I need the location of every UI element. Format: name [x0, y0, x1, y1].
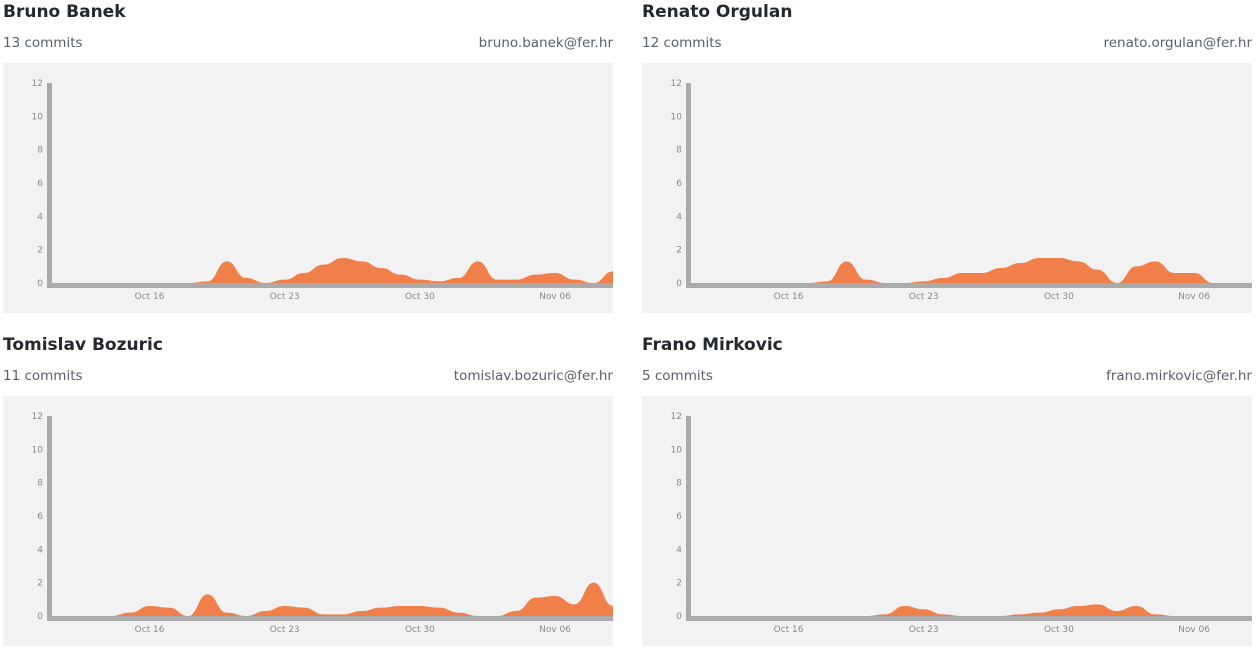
y-tick-label: 0: [37, 279, 43, 289]
y-axis: [686, 416, 691, 621]
x-tick-label: Oct 30: [1044, 625, 1074, 635]
x-tick-label: Oct 16: [135, 292, 165, 302]
commit-activity-chart: 0 2 4 6 8 10 12 Oct 16 Oct 23 Oct 30 Nov 06: [642, 396, 1252, 646]
y-tick-label: 10: [32, 445, 44, 455]
x-axis: [691, 283, 1252, 288]
x-tick-label: Oct 30: [1044, 292, 1074, 302]
x-tick-label: Nov 06: [1178, 625, 1210, 635]
y-tick-label: 2: [676, 579, 682, 589]
y-tick-label: 10: [32, 112, 44, 122]
y-axis: [47, 416, 52, 621]
y-tick-label: 12: [32, 412, 43, 422]
x-tick-label: Nov 06: [539, 292, 571, 302]
y-axis: [47, 83, 52, 288]
y-tick-label: 8: [37, 479, 43, 489]
commit-count[interactable]: 12 commits: [642, 35, 722, 51]
commit-area-series: [53, 258, 613, 283]
y-tick-label: 4: [37, 545, 43, 555]
x-axis: [52, 616, 613, 621]
x-axis: [691, 616, 1252, 621]
commit-area-series: [692, 604, 1252, 616]
commit-activity-svg: 0 2 4 6 8 10 12 Oct 16 Oct 23 Oct 30 Nov 06: [32, 79, 613, 302]
y-tick-label: 6: [37, 512, 43, 522]
y-tick-label: 6: [676, 179, 682, 189]
y-tick-label: 12: [671, 79, 682, 89]
y-tick-label: 0: [37, 612, 43, 622]
commit-activity-chart: 0 2 4 6 8 10 12 Oct 16 Oct 23 Oct 30 Nov 06: [3, 396, 613, 646]
y-tick-label: 2: [676, 246, 682, 256]
y-tick-label: 4: [676, 545, 682, 555]
y-tick-label: 0: [676, 279, 682, 289]
commit-count[interactable]: 11 commits: [3, 368, 83, 384]
x-axis: [52, 283, 613, 288]
y-tick-label: 12: [32, 79, 43, 89]
x-tick-label: Oct 16: [774, 292, 804, 302]
commit-count[interactable]: 13 commits: [3, 35, 83, 51]
contributor-email: frano.mirkovic@fer.hr: [1106, 368, 1252, 384]
x-tick-label: Oct 23: [270, 625, 300, 635]
y-axis: [686, 83, 691, 288]
y-tick-label: 2: [37, 579, 43, 589]
contributor-name[interactable]: Tomislav Bozuric: [3, 335, 163, 355]
commit-activity-chart: 0 2 4 6 8 10 12 Oct 16 Oct 23 Oct 30 Nov 06: [642, 63, 1252, 313]
x-tick-label: Oct 30: [405, 625, 435, 635]
y-tick-label: 0: [676, 612, 682, 622]
y-tick-label: 12: [671, 412, 682, 422]
y-tick-label: 10: [671, 112, 683, 122]
x-tick-label: Nov 06: [1178, 292, 1210, 302]
x-tick-label: Nov 06: [539, 625, 571, 635]
commit-area-series: [692, 258, 1252, 283]
x-tick-label: Oct 16: [135, 625, 165, 635]
y-tick-label: 8: [37, 146, 43, 156]
commit-activity-svg: 0 2 4 6 8 10 12 Oct 16 Oct 23 Oct 30 Nov 06: [671, 79, 1252, 302]
y-tick-label: 2: [37, 246, 43, 256]
contributor-name[interactable]: Renato Orgulan: [642, 2, 793, 22]
commit-area-series: [53, 582, 613, 616]
commit-activity-chart: 0 2 4 6 8 10 12 Oct 16 Oct 23 Oct 30 Nov 06: [3, 63, 613, 313]
y-tick-label: 6: [676, 512, 682, 522]
y-tick-label: 8: [676, 479, 682, 489]
x-tick-label: Oct 16: [774, 625, 804, 635]
contributor-name[interactable]: Bruno Banek: [3, 2, 126, 22]
commit-activity-svg: 0 2 4 6 8 10 12 Oct 16 Oct 23 Oct 30 Nov 06: [671, 412, 1252, 635]
y-tick-label: 6: [37, 179, 43, 189]
contributor-email: tomislav.bozuric@fer.hr: [453, 368, 613, 384]
commit-count[interactable]: 5 commits: [642, 368, 713, 384]
y-tick-label: 10: [671, 445, 683, 455]
y-tick-label: 4: [37, 212, 43, 222]
x-tick-label: Oct 23: [270, 292, 300, 302]
contributor-email: bruno.banek@fer.hr: [478, 35, 613, 51]
x-tick-label: Oct 23: [909, 625, 939, 635]
commit-activity-svg: 0 2 4 6 8 10 12 Oct 16 Oct 23 Oct 30 Nov 06: [32, 412, 613, 635]
y-tick-label: 8: [676, 146, 682, 156]
x-tick-label: Oct 30: [405, 292, 435, 302]
contributor-name[interactable]: Frano Mirkovic: [642, 335, 783, 355]
x-tick-label: Oct 23: [909, 292, 939, 302]
y-tick-label: 4: [676, 212, 682, 222]
contributor-email: renato.orgulan@fer.hr: [1103, 35, 1252, 51]
